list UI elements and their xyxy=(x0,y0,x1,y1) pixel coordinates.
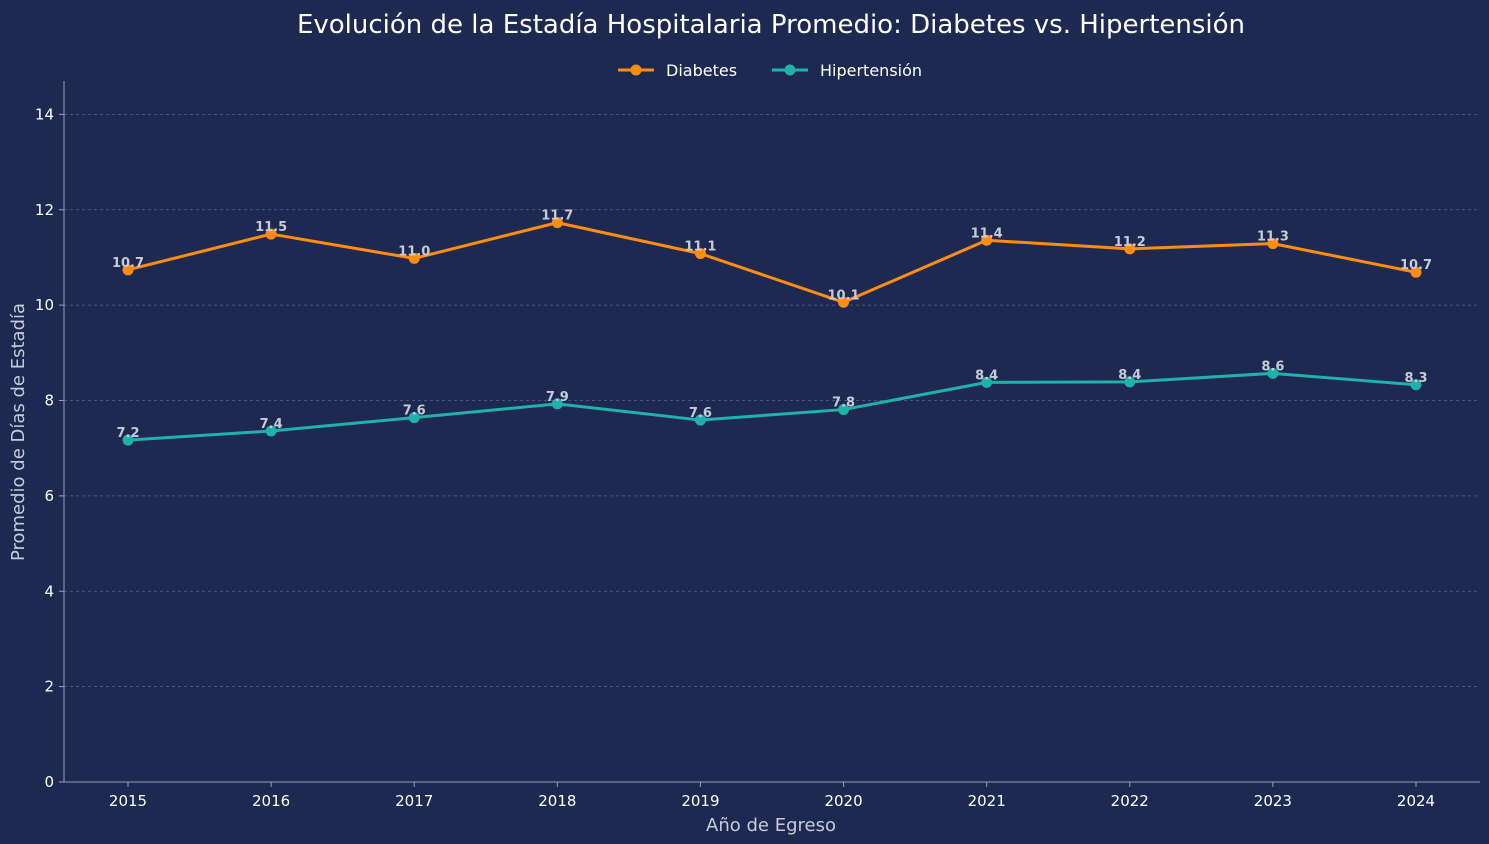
data-point-diabetes xyxy=(408,252,420,264)
series xyxy=(122,217,1422,446)
data-label-diabetes: 11.1 xyxy=(684,240,716,255)
legend-marker-diabetes xyxy=(630,64,642,76)
data-label-diabetes: 10.7 xyxy=(112,256,144,271)
x-tick-label: 2023 xyxy=(1254,792,1292,810)
data-label-hipertensi-n: 7.9 xyxy=(546,390,569,405)
series-line-diabetes xyxy=(127,221,1417,304)
y-tick-label: 12 xyxy=(35,201,54,219)
data-point-hipertensi-n xyxy=(981,376,993,388)
axes: 0 2 4 6 8 10 12 14 2015 2016 2017 2018 2019 2020 2021 2… xyxy=(35,81,1480,810)
y-tick-label: 10 xyxy=(35,296,54,314)
data-point-hipertensi-n xyxy=(694,414,706,426)
y-tick-label: 2 xyxy=(44,678,54,696)
data-label-hipertensi-n: 7.2 xyxy=(116,426,139,441)
x-tick-label: 2018 xyxy=(538,792,576,810)
grid-lines xyxy=(64,113,1480,688)
x-tick-label: 2019 xyxy=(681,792,719,810)
data-label-diabetes: 10.7 xyxy=(1400,258,1432,273)
y-tick-label: 6 xyxy=(44,487,54,505)
data-label-diabetes: 10.1 xyxy=(828,288,860,303)
data-point-hipertensi-n xyxy=(1410,379,1422,391)
x-axis-label: Año de Egreso xyxy=(706,815,836,836)
x-tick-label: 2021 xyxy=(968,792,1006,810)
data-point-hipertensi-n xyxy=(551,398,563,410)
y-axis-label: Promedio de Días de Estadía xyxy=(8,303,29,561)
data-point-diabetes xyxy=(981,234,993,246)
data-label-diabetes: 11.4 xyxy=(971,226,1003,241)
y-tick-label: 14 xyxy=(35,105,54,123)
legend-marker-hipertensi-n xyxy=(784,64,796,76)
data-label-hipertensi-n: 8.4 xyxy=(975,368,998,383)
data-label-hipertensi-n: 7.6 xyxy=(403,404,426,419)
x-tick-label: 2024 xyxy=(1397,792,1435,810)
legend-label-hipertensi-n: Hipertensión xyxy=(820,61,922,80)
data-point-diabetes xyxy=(1124,243,1136,255)
x-tick-label: 2016 xyxy=(252,792,290,810)
x-tick-label: 2020 xyxy=(824,792,862,810)
data-point-hipertensi-n xyxy=(408,412,420,424)
data-label-hipertensi-n: 7.6 xyxy=(689,406,712,421)
data-point-diabetes xyxy=(838,296,850,308)
x-tick-label: 2015 xyxy=(109,792,147,810)
data-label-hipertensi-n: 8.4 xyxy=(1118,368,1141,383)
data-point-diabetes xyxy=(1267,238,1279,250)
data-label-diabetes: 11.3 xyxy=(1257,230,1289,245)
data-labels: 10.7 11.5 11.0 11.7 11.1 10.1 11.4 11.2 11.3 10.7… xyxy=(112,209,1432,441)
data-point-hipertensi-n xyxy=(265,425,277,437)
data-label-hipertensi-n: 8.6 xyxy=(1261,359,1284,374)
data-point-diabetes xyxy=(694,248,706,260)
y-tick-label: 8 xyxy=(44,392,54,410)
legend-label-diabetes: Diabetes xyxy=(666,61,737,80)
series-line-hipertensi-n xyxy=(127,371,1417,442)
data-label-hipertensi-n: 8.3 xyxy=(1404,371,1427,386)
data-label-diabetes: 11.7 xyxy=(541,209,573,224)
data-point-diabetes xyxy=(551,217,563,229)
y-tick-label: 0 xyxy=(44,773,54,791)
data-point-hipertensi-n xyxy=(1267,367,1279,379)
data-point-diabetes xyxy=(265,228,277,240)
data-point-diabetes xyxy=(122,264,134,276)
chart-title: Evolución de la Estadía Hospitalaria Pro… xyxy=(297,10,1245,40)
data-label-diabetes: 11.5 xyxy=(255,220,287,235)
y-tick-label: 4 xyxy=(44,582,54,600)
data-point-diabetes xyxy=(1410,266,1422,278)
data-label-diabetes: 11.0 xyxy=(398,244,430,259)
x-tick-label: 2017 xyxy=(395,792,433,810)
data-point-hipertensi-n xyxy=(122,434,134,446)
legend: Diabetes Hipertensión xyxy=(618,61,922,80)
data-label-hipertensi-n: 7.8 xyxy=(832,396,855,411)
data-point-hipertensi-n xyxy=(1124,376,1136,388)
x-tick-label: 2022 xyxy=(1111,792,1149,810)
data-label-diabetes: 11.2 xyxy=(1114,235,1146,250)
data-point-hipertensi-n xyxy=(838,404,850,416)
data-label-hipertensi-n: 7.4 xyxy=(260,417,283,432)
